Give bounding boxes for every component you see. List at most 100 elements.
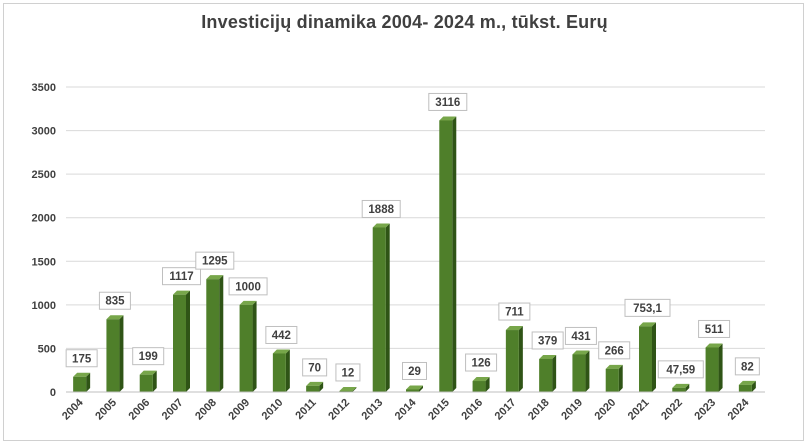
- bar: [738, 384, 752, 392]
- x-tick-label: 2005: [93, 397, 119, 423]
- bar-top: [738, 380, 756, 385]
- x-tick-label: 2009: [226, 397, 252, 423]
- data-label: 442: [272, 330, 291, 342]
- data-label: 379: [538, 335, 557, 347]
- data-label-box: [428, 92, 468, 111]
- bar-top: [173, 290, 190, 295]
- x-tick-label: 2024: [726, 396, 752, 422]
- x-tick-label: 2018: [526, 397, 552, 423]
- bar-side: [219, 275, 224, 392]
- bar-side: [452, 116, 457, 392]
- data-label: 1888: [368, 204, 394, 216]
- data-label: 835: [105, 296, 125, 308]
- x-tick-label: 2011: [293, 397, 318, 422]
- bar-top: [73, 372, 91, 377]
- x-tick-label: 2019: [559, 397, 585, 423]
- bar-top: [639, 322, 656, 327]
- bar: [239, 304, 253, 392]
- data-label: 3116: [435, 97, 460, 109]
- data-label-box: [265, 325, 298, 344]
- data-label-box: [734, 357, 760, 376]
- bar-top: [572, 350, 590, 355]
- bar-top: [505, 326, 523, 331]
- bar-top: [406, 385, 423, 390]
- x-tick-label: 2006: [127, 397, 153, 423]
- data-label-box: [162, 267, 201, 286]
- bar-side: [685, 383, 690, 392]
- bar-side: [552, 354, 557, 392]
- bar-side: [518, 326, 523, 392]
- y-tick-label: 3500: [32, 82, 56, 94]
- bar-top: [472, 377, 490, 382]
- bar-top: [605, 364, 623, 369]
- bar: [372, 227, 386, 392]
- bar-side: [152, 370, 157, 392]
- data-label: 1117: [169, 271, 193, 283]
- data-label-box: [302, 358, 328, 377]
- data-label: 126: [471, 358, 490, 370]
- data-label-box: [98, 291, 131, 310]
- data-label-box: [531, 331, 564, 350]
- bar-top: [272, 349, 290, 354]
- x-tick-label: 2023: [692, 397, 718, 423]
- bar: [339, 390, 353, 392]
- data-label-box: [228, 277, 268, 296]
- data-label-box: [132, 347, 165, 366]
- bar-side: [186, 290, 190, 392]
- x-tick-label: 2021: [626, 397, 652, 423]
- bar-top: [239, 300, 257, 305]
- data-label-box: [402, 361, 427, 380]
- x-tick-label: 2008: [193, 397, 219, 423]
- data-label: 1000: [235, 281, 261, 293]
- bar-side: [618, 364, 623, 392]
- bar-top: [306, 381, 324, 386]
- data-label-box: [335, 363, 361, 382]
- x-tick-label: 2014: [393, 396, 419, 422]
- bar-top: [206, 275, 224, 280]
- bar: [439, 120, 453, 392]
- y-tick-label: 0: [50, 387, 56, 399]
- bar-top: [372, 223, 390, 228]
- data-label-box: [657, 360, 704, 379]
- data-label: 12: [342, 367, 355, 379]
- bar-side: [485, 377, 490, 392]
- bar-side: [419, 385, 423, 392]
- bar-side: [119, 315, 124, 392]
- bar: [206, 279, 220, 392]
- data-label-box: [465, 353, 498, 372]
- data-label: 431: [571, 331, 591, 343]
- data-label: 82: [741, 361, 754, 373]
- bar-side: [86, 372, 91, 392]
- data-label: 29: [408, 366, 421, 378]
- bar-top: [705, 343, 723, 348]
- bar-side: [751, 380, 756, 392]
- bar: [605, 368, 619, 392]
- data-label: 47,59: [666, 364, 695, 376]
- data-label-box: [195, 251, 235, 270]
- data-label: 266: [605, 345, 624, 357]
- bar: [106, 319, 120, 392]
- x-tick-label: 2020: [593, 397, 619, 423]
- bar: [73, 376, 87, 392]
- data-label: 70: [308, 362, 321, 374]
- bar: [406, 389, 419, 392]
- bar: [505, 330, 519, 392]
- x-tick-label: 2015: [426, 397, 452, 423]
- data-label: 753,1: [633, 303, 662, 315]
- bar: [472, 381, 486, 392]
- bar-side: [652, 322, 656, 392]
- bar-top: [439, 116, 457, 121]
- data-label: 1295: [202, 256, 228, 268]
- data-label: 175: [72, 353, 92, 365]
- data-label: 199: [139, 351, 158, 363]
- x-tick-label: 2016: [459, 397, 485, 423]
- bar-side: [718, 343, 723, 392]
- y-tick-label: 2000: [32, 213, 56, 225]
- bar-side: [319, 381, 324, 392]
- bar-top: [339, 386, 357, 391]
- data-label: 711: [505, 307, 524, 319]
- bar-side: [385, 223, 390, 392]
- bar: [572, 354, 586, 392]
- bar: [306, 385, 320, 392]
